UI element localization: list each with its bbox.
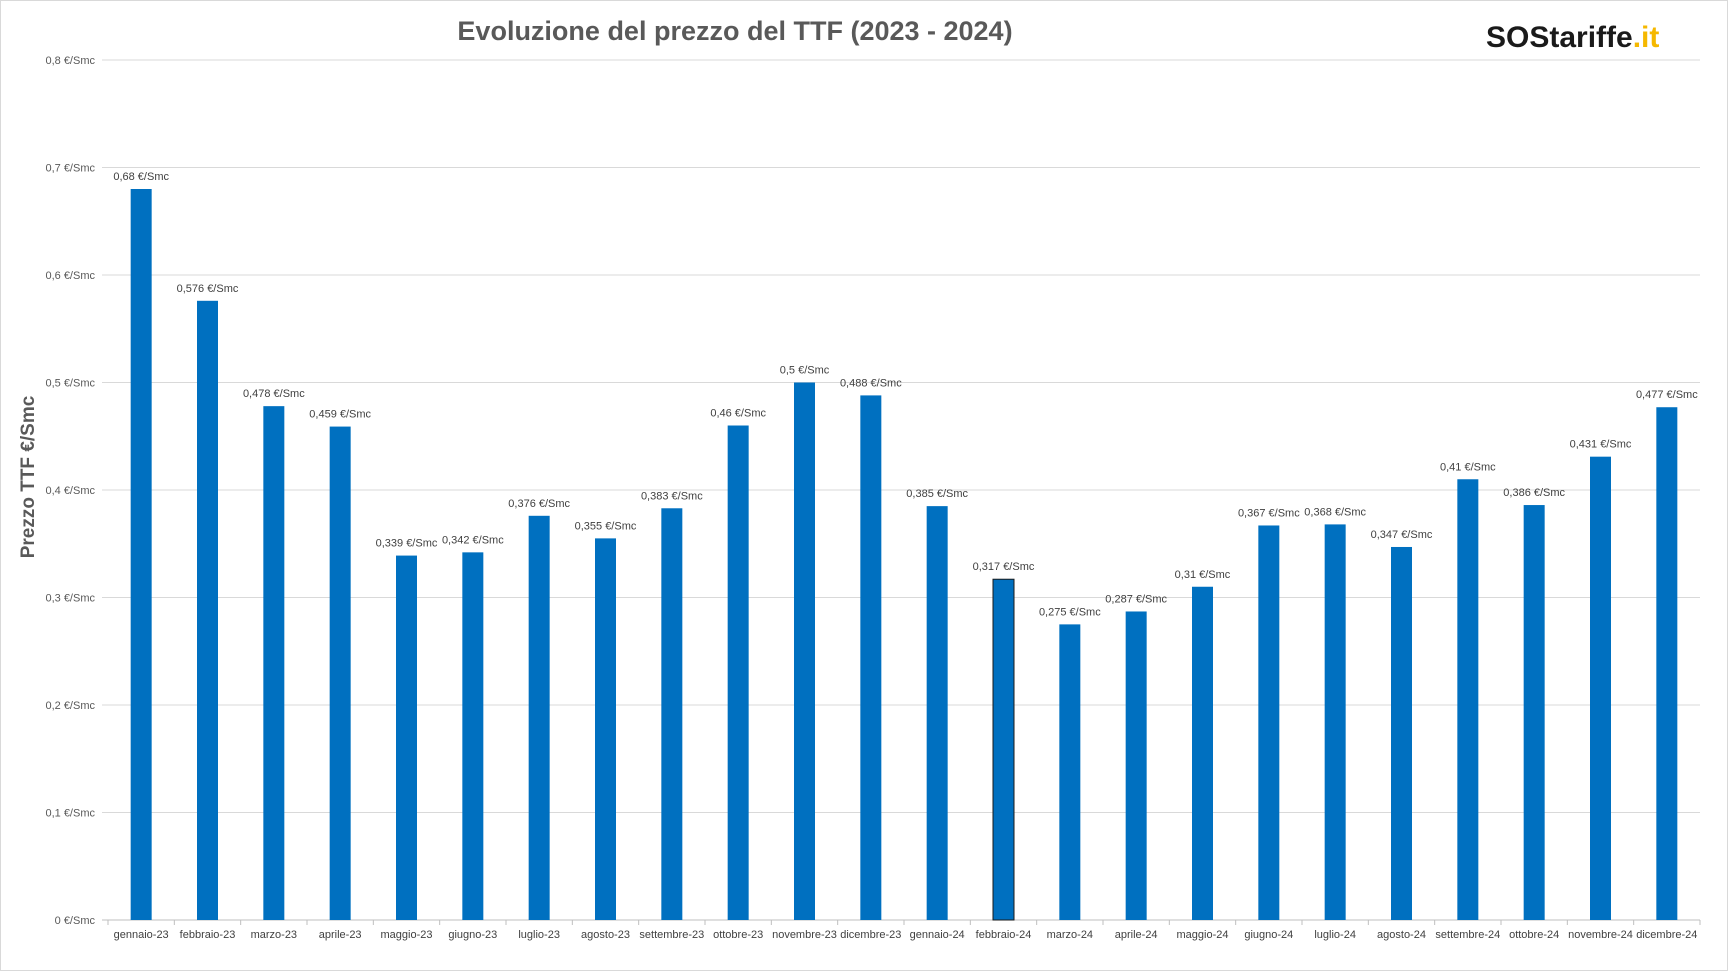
bar: [595, 538, 616, 920]
data-label: 0,478 €/Smc: [243, 388, 305, 400]
bar: [727, 425, 749, 920]
data-label: 0,5 €/Smc: [780, 365, 830, 377]
bar: [926, 506, 948, 920]
x-tick-label: maggio-24: [1177, 929, 1229, 941]
bar: [1391, 546, 1412, 920]
bar: [1523, 505, 1545, 920]
y-tick-label: 0,6 €/Smc: [45, 270, 95, 282]
bar: [263, 406, 285, 920]
x-tick-label: giugno-24: [1244, 929, 1293, 941]
x-tick-label: gennaio-24: [910, 929, 965, 941]
data-label: 0,431 €/Smc: [1570, 439, 1632, 451]
y-tick-label: 0,8 €/Smc: [45, 55, 95, 67]
data-label: 0,477 €/Smc: [1636, 389, 1698, 401]
x-axis: gennaio-23 febbraio-23 marzo-23 aprile-23 ma…: [107, 920, 1701, 941]
data-label: 0,287 €/Smc: [1105, 593, 1167, 605]
sostariffe-logo: SOStariffe.it: [1486, 21, 1659, 54]
bar: [1192, 586, 1213, 920]
y-tick-label: 0,3 €/Smc: [45, 593, 95, 605]
bar: [462, 552, 484, 920]
bar: [1656, 407, 1678, 921]
logo-name: tariffe: [1549, 21, 1632, 54]
data-label: 0,385 €/Smc: [906, 488, 968, 500]
y-tick-label: 0 €/Smc: [55, 915, 96, 927]
data-label: 0,342 €/Smc: [442, 534, 504, 546]
data-label: 0,367 €/Smc: [1238, 507, 1300, 519]
bar: [1457, 479, 1479, 920]
bar: [860, 395, 882, 920]
x-tick-label: aprile-24: [1115, 929, 1158, 941]
data-label: 0,347 €/Smc: [1371, 529, 1433, 541]
y-axis-label: Prezzo TTF €/Smc: [18, 395, 39, 558]
data-label: 0,317 €/Smc: [973, 561, 1035, 573]
bar: [130, 189, 152, 920]
bar: [661, 508, 683, 920]
data-label: 0,376 €/Smc: [508, 498, 570, 510]
y-tick-label: 0,4 €/Smc: [45, 485, 95, 497]
x-tick-label: dicembre-23: [840, 929, 901, 941]
data-label: 0,31 €/Smc: [1175, 569, 1231, 581]
bar: [197, 300, 218, 920]
grid-layer: 0 €/Smc 0,1 €/Smc 0,2 €/Smc 0,3 €/Smc 0,4 €/…: [45, 55, 1700, 927]
bar: [1324, 524, 1346, 920]
data-label: 0,68 €/Smc: [113, 171, 169, 183]
x-tick-label: febbraio-24: [976, 929, 1032, 941]
bar: [1059, 624, 1081, 920]
x-tick-label: agosto-24: [1377, 929, 1426, 941]
x-tick-label: marzo-23: [251, 929, 297, 941]
bar: [1125, 611, 1147, 920]
x-tick-label: ottobre-24: [1509, 929, 1559, 941]
y-tick-label: 0,5 €/Smc: [45, 378, 95, 390]
x-tick-label: luglio-24: [1314, 929, 1356, 941]
x-tick-label: aprile-23: [319, 929, 362, 941]
bar: [1258, 525, 1280, 920]
bars-layer: [130, 189, 1678, 921]
x-tick-label: luglio-23: [518, 929, 560, 941]
bar: [1590, 456, 1611, 920]
x-tick-label: settembre-24: [1435, 929, 1500, 941]
bar: [528, 515, 550, 920]
x-tick-label: ottobre-23: [713, 929, 763, 941]
bar: [992, 578, 1015, 921]
y-tick-label: 0,1 €/Smc: [45, 808, 95, 820]
data-label: 0,459 €/Smc: [309, 409, 371, 421]
x-tick-label: novembre-23: [772, 929, 837, 941]
data-label: 0,355 €/Smc: [575, 520, 637, 532]
x-tick-label: settembre-23: [639, 929, 704, 941]
data-label: 0,386 €/Smc: [1503, 487, 1565, 499]
y-tick-label: 0,7 €/Smc: [45, 163, 95, 175]
data-label: 0,275 €/Smc: [1039, 606, 1101, 618]
x-tick-label: gennaio-23: [114, 929, 169, 941]
svg-text:SOStariffe.it: SOStariffe.it: [1486, 21, 1659, 54]
x-tick-label: novembre-24: [1568, 929, 1633, 941]
logo-suffix: .it: [1633, 21, 1660, 54]
x-tick-label: maggio-23: [381, 929, 433, 941]
chart-title: Evoluzione del prezzo del TTF (2023 - 20…: [457, 16, 1012, 46]
bar: [794, 382, 815, 920]
x-tick-label: agosto-23: [581, 929, 630, 941]
data-label: 0,576 €/Smc: [177, 283, 239, 295]
bar: [396, 555, 417, 920]
data-label: 0,339 €/Smc: [376, 538, 438, 550]
logo-prefix: SOS: [1486, 21, 1549, 54]
x-tick-label: marzo-24: [1047, 929, 1093, 941]
x-tick-label: febbraio-23: [180, 929, 236, 941]
bar: [329, 426, 351, 920]
x-tick-label: giugno-23: [448, 929, 497, 941]
data-labels-layer: 0,68 €/Smc 0,576 €/Smc 0,478 €/Smc 0,459 €/…: [113, 171, 1698, 618]
y-tick-label: 0,2 €/Smc: [45, 700, 95, 712]
data-label: 0,41 €/Smc: [1440, 461, 1496, 473]
x-tick-label: dicembre-24: [1636, 929, 1697, 941]
data-label: 0,368 €/Smc: [1304, 506, 1366, 518]
data-label: 0,383 €/Smc: [641, 490, 703, 502]
data-label: 0,46 €/Smc: [710, 408, 766, 420]
data-label: 0,488 €/Smc: [840, 377, 902, 389]
